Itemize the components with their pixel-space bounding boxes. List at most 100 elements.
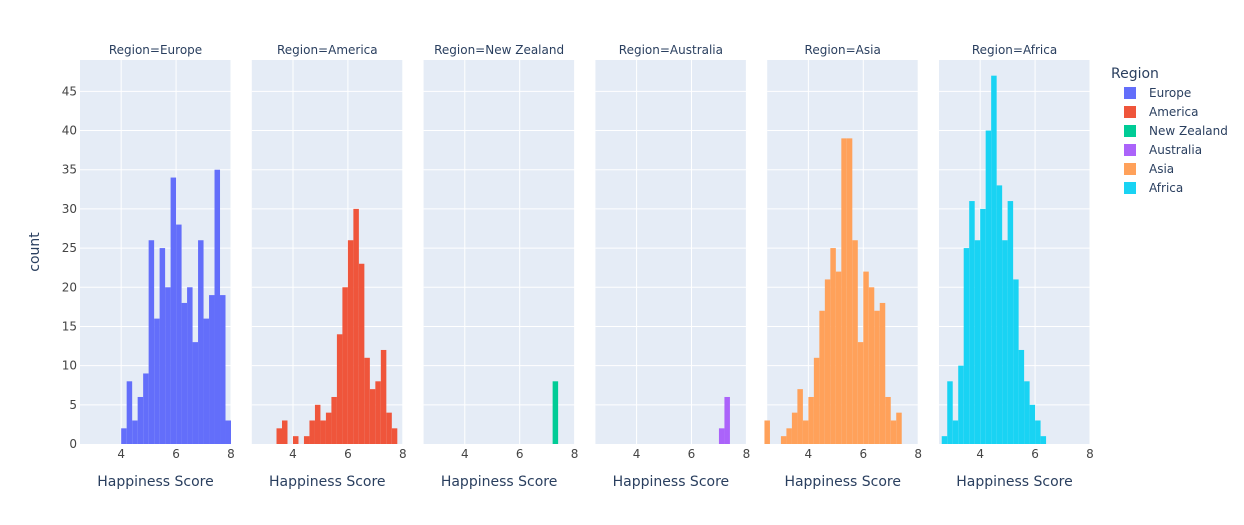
legend-label: Africa — [1149, 181, 1183, 195]
histogram-bar — [808, 396, 814, 444]
histogram-bar — [292, 436, 299, 444]
histogram-bar — [148, 240, 155, 444]
histogram-bar — [852, 240, 858, 444]
histogram-bar — [846, 138, 853, 444]
legend-item[interactable]: Australia — [1124, 143, 1202, 157]
legend-label: Australia — [1149, 143, 1202, 157]
legend-item[interactable]: Europe — [1124, 86, 1191, 100]
x-tick-label: 8 — [399, 447, 407, 461]
x-tick-label: 6 — [1031, 447, 1039, 461]
x-axis-title: Happiness Score — [784, 474, 901, 490]
x-tick-label: 6 — [688, 447, 696, 461]
legend-swatch — [1124, 106, 1136, 118]
histogram-bar — [369, 389, 376, 444]
facet-title: Region=Africa — [972, 43, 1057, 57]
histogram-bar — [214, 169, 221, 444]
histogram-bar — [176, 224, 182, 444]
histogram-bar — [718, 428, 725, 444]
x-axis-title: Happiness Score — [613, 474, 730, 490]
facet-background — [595, 60, 747, 444]
histogram-bar — [896, 412, 902, 444]
facet-title: Region=New Zealand — [434, 43, 564, 57]
histogram-bar — [353, 208, 359, 444]
histogram-bar — [165, 287, 171, 444]
x-axis-title: Happiness Score — [956, 474, 1073, 490]
histogram-bar — [841, 138, 847, 444]
legend-item[interactable]: America — [1124, 105, 1199, 119]
facet-title: Region=Australia — [619, 43, 723, 57]
histogram-bar — [358, 263, 365, 444]
histogram-bar — [797, 389, 803, 444]
x-tick-label: 8 — [743, 447, 751, 461]
histogram-bar — [824, 279, 831, 444]
y-tick-label: 45 — [62, 84, 77, 98]
y-tick-label: 10 — [62, 359, 77, 373]
histogram-bar — [375, 381, 381, 444]
x-tick-label: 4 — [117, 447, 125, 461]
histogram-bar — [802, 420, 809, 444]
legend-item[interactable]: Africa — [1124, 181, 1183, 195]
x-tick-label: 4 — [633, 447, 641, 461]
y-tick-label: 35 — [62, 163, 77, 177]
histogram-bar — [969, 201, 975, 444]
legend-swatch — [1124, 144, 1136, 156]
legend-item[interactable]: Asia — [1124, 162, 1174, 176]
histogram-bar — [947, 381, 953, 444]
facet-panel-2: Region=New Zealand 4 6 8 Happiness Score — [423, 43, 579, 490]
histogram-bar — [813, 357, 820, 444]
y-tick-label: 20 — [62, 280, 77, 294]
x-tick-label: 6 — [344, 447, 352, 461]
legend-label: New Zealand — [1149, 124, 1228, 138]
histogram-bar — [879, 302, 886, 444]
histogram-bar — [1007, 201, 1014, 444]
histogram-bar — [952, 420, 959, 444]
legend-swatch — [1124, 163, 1136, 175]
histogram-bar — [121, 428, 127, 444]
histogram-bar — [282, 420, 288, 444]
histogram-bar — [325, 412, 332, 444]
histogram-bar — [830, 248, 836, 444]
y-tick-label: 5 — [69, 398, 77, 412]
facet-panel-0: Region=Europe 4 6 8 Happiness Score — [80, 43, 235, 490]
histogram-bar — [347, 240, 354, 444]
x-tick-label: 6 — [516, 447, 524, 461]
histogram-bar — [386, 412, 392, 444]
histogram-bar — [885, 396, 891, 444]
histogram-bar — [320, 420, 326, 444]
histogram-bar — [1002, 240, 1008, 444]
histogram-bar — [391, 428, 398, 444]
histogram-bar — [1035, 420, 1041, 444]
histogram-bar — [159, 248, 166, 444]
histogram-bar — [220, 295, 226, 444]
histogram-bar — [203, 318, 210, 444]
histogram-bar — [209, 295, 215, 444]
x-tick-label: 8 — [571, 447, 579, 461]
y-tick-label: 25 — [62, 241, 77, 255]
histogram-bar — [863, 271, 869, 444]
histogram-bar — [958, 365, 964, 444]
histogram-bar — [963, 248, 970, 444]
x-tick-label: 8 — [914, 447, 922, 461]
histogram-bar — [154, 318, 160, 444]
histogram-bar — [791, 412, 798, 444]
y-tick-label: 0 — [69, 437, 77, 451]
facet-background — [251, 60, 403, 444]
histogram-bar — [303, 436, 310, 444]
legend: Region Europe America New Zealand Australia… — [1111, 66, 1228, 195]
legend-item[interactable]: New Zealand — [1124, 124, 1228, 138]
x-tick-label: 4 — [461, 447, 469, 461]
histogram-bar — [309, 420, 315, 444]
histogram-bar — [1013, 279, 1019, 444]
x-tick-label: 6 — [172, 447, 180, 461]
x-tick-label: 4 — [976, 447, 984, 461]
y-tick-label: 30 — [62, 202, 77, 216]
x-tick-label: 6 — [859, 447, 867, 461]
histogram-bar — [342, 287, 348, 444]
histogram-bar — [137, 396, 144, 444]
histogram-bar — [857, 342, 864, 444]
histogram-bar — [1018, 349, 1025, 444]
y-axis-title: count — [27, 232, 43, 272]
histogram-bar — [192, 342, 199, 444]
facet-title: Region=Asia — [805, 43, 881, 57]
